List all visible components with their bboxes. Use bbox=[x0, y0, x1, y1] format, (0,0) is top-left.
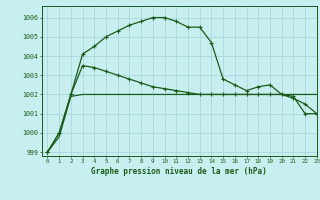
X-axis label: Graphe pression niveau de la mer (hPa): Graphe pression niveau de la mer (hPa) bbox=[91, 167, 267, 176]
